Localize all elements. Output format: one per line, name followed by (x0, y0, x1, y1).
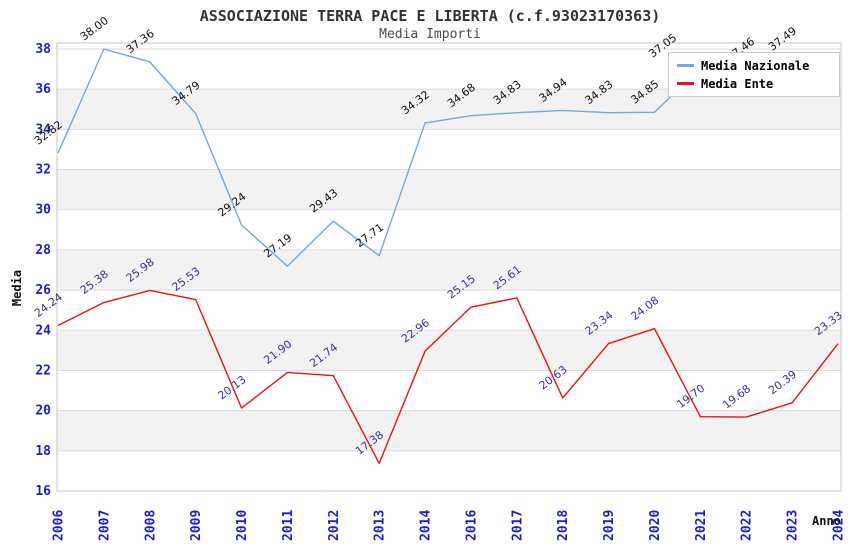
band (57, 330, 841, 371)
legend-label-nazionale: Media Nazionale (701, 58, 810, 73)
x-tick-label: 2009 (189, 510, 204, 541)
x-tick-label: 2017 (510, 510, 525, 541)
x-tick-label: 2018 (556, 510, 571, 541)
legend-item-media-nazionale: Media Nazionale (677, 59, 839, 73)
y-tick-label: 34 (35, 122, 51, 137)
legend-line-ente-icon (677, 82, 694, 85)
legend-line-nazionale-icon (677, 64, 694, 67)
x-tick-label: 2008 (143, 510, 158, 541)
data-label: 19.68 (720, 382, 753, 411)
x-tick-label: 2010 (235, 510, 250, 541)
y-tick-label: 38 (35, 42, 51, 57)
y-axis-label: Media (10, 269, 24, 307)
x-axis-label: Anno (812, 514, 841, 528)
x-tick-label: 2014 (419, 510, 434, 541)
y-tick-label: 36 (35, 82, 51, 97)
data-label: 20.13 (216, 373, 249, 402)
data-label: 37.36 (124, 27, 157, 56)
y-tick-label: 28 (35, 243, 51, 258)
chart-title: ASSOCIAZIONE TERRA PACE E LIBERTA (c.f.9… (199, 7, 661, 25)
data-label: 38.00 (78, 14, 111, 43)
x-tick-label: 2019 (602, 510, 617, 541)
x-tick-label: 2011 (281, 510, 296, 541)
y-tick-label: 32 (35, 163, 51, 178)
x-tick-label: 2006 (52, 510, 67, 541)
band (57, 169, 841, 210)
x-tick-label: 2022 (740, 510, 755, 541)
legend-label-ente: Media Ente (701, 76, 774, 91)
y-tick-label: 18 (35, 444, 51, 459)
data-label: 27.71 (353, 221, 386, 250)
x-tick-label: 2007 (97, 510, 112, 541)
y-tick-label: 16 (35, 484, 51, 499)
data-label: 24.08 (628, 294, 661, 323)
x-tick-label: 2023 (786, 510, 801, 541)
x-tick-label: 2012 (327, 510, 342, 541)
x-tick-label: 2020 (648, 510, 663, 541)
x-tick-label: 2013 (373, 510, 388, 541)
series-line-media-ente (57, 289, 839, 464)
chart-subtitle: Media Importi (379, 27, 481, 42)
x-tick-label: 2016 (464, 510, 479, 541)
legend: Media Nazionale Media Ente (668, 52, 840, 97)
data-label: 20.39 (766, 368, 799, 397)
band (57, 249, 841, 291)
y-tick-label: 26 (35, 283, 51, 298)
y-tick-label: 30 (35, 203, 51, 218)
y-tick-label: 24 (35, 323, 51, 338)
x-tick-label: 2021 (694, 510, 709, 541)
y-tick-label: 22 (35, 363, 51, 378)
data-label: 19.70 (674, 382, 707, 411)
y-tick-label: 20 (35, 404, 51, 419)
legend-item-media-ente: Media Ente (677, 77, 839, 91)
x-tick-label: 2024 (832, 510, 847, 541)
plot-border (56, 42, 842, 492)
